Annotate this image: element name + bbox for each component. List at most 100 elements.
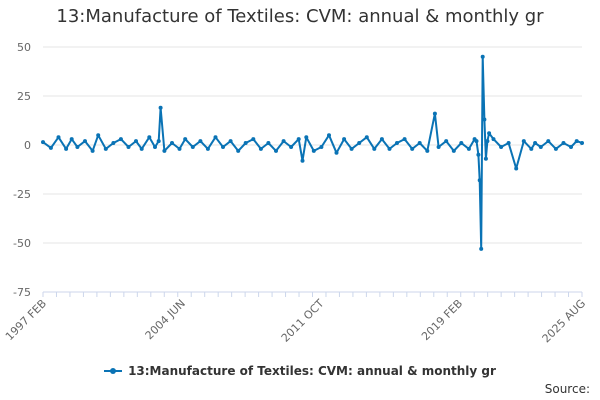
y-tick-label: 0	[24, 139, 31, 152]
data-point[interactable]	[258, 146, 263, 151]
source-label: Source:	[544, 382, 590, 396]
data-point[interactable]	[126, 145, 131, 149]
data-point[interactable]	[432, 111, 437, 116]
data-point[interactable]	[436, 145, 441, 149]
data-point[interactable]	[402, 137, 407, 142]
data-point[interactable]	[327, 133, 331, 138]
data-point[interactable]	[41, 140, 45, 145]
x-tick-label: 1997 FEB	[3, 297, 49, 343]
data-point[interactable]	[425, 148, 430, 153]
legend-line-marker-icon	[104, 366, 123, 376]
data-point[interactable]	[296, 137, 301, 142]
data-point[interactable]	[228, 139, 233, 144]
data-point[interactable]	[75, 145, 80, 149]
data-point[interactable]	[372, 146, 377, 151]
data-point[interactable]	[529, 146, 534, 151]
data-point[interactable]	[156, 139, 161, 144]
data-point[interactable]	[476, 152, 481, 157]
data-point[interactable]	[158, 105, 163, 110]
data-point[interactable]	[153, 145, 157, 149]
data-point[interactable]	[483, 156, 488, 161]
data-point[interactable]	[69, 137, 74, 142]
y-tick-label: -75	[13, 286, 31, 299]
data-point[interactable]	[64, 146, 69, 151]
data-point[interactable]	[221, 145, 225, 149]
x-tick-label: 2025 AUG	[540, 297, 589, 346]
data-point[interactable]	[349, 146, 354, 151]
data-point[interactable]	[162, 148, 167, 153]
data-point[interactable]	[281, 139, 286, 144]
data-point[interactable]	[553, 146, 558, 151]
data-point[interactable]	[243, 141, 248, 145]
data-point[interactable]	[183, 137, 188, 142]
data-point[interactable]	[459, 141, 464, 145]
data-point[interactable]	[311, 148, 316, 153]
data-point[interactable]	[177, 146, 182, 151]
data-point[interactable]	[538, 145, 543, 149]
data-point[interactable]	[569, 145, 573, 149]
data-point[interactable]	[580, 141, 584, 145]
data-point[interactable]	[56, 135, 61, 140]
data-point[interactable]	[395, 141, 399, 145]
data-point[interactable]	[491, 137, 496, 142]
data-point[interactable]	[334, 150, 339, 155]
data-point[interactable]	[444, 139, 449, 144]
data-point[interactable]	[300, 158, 305, 163]
data-point[interactable]	[134, 139, 138, 144]
data-point[interactable]	[487, 131, 492, 136]
data-point[interactable]	[466, 146, 471, 151]
data-point[interactable]	[379, 137, 384, 142]
data-point[interactable]	[561, 141, 566, 145]
data-point[interactable]	[213, 135, 218, 140]
data-point[interactable]	[451, 148, 456, 153]
data-point[interactable]	[205, 146, 210, 151]
data-point[interactable]	[533, 141, 538, 145]
data-point[interactable]	[506, 141, 511, 145]
data-point[interactable]	[90, 148, 95, 153]
data-point[interactable]	[387, 146, 392, 151]
legend[interactable]: 13:Manufacture of Textiles: CVM: annual …	[0, 364, 600, 379]
data-point[interactable]	[357, 141, 362, 145]
data-point[interactable]	[485, 139, 490, 144]
data-point[interactable]	[236, 148, 241, 153]
data-point[interactable]	[521, 139, 526, 144]
data-point[interactable]	[190, 145, 195, 149]
data-point[interactable]	[96, 133, 101, 138]
data-point[interactable]	[410, 146, 415, 151]
data-point[interactable]	[274, 148, 278, 153]
data-point[interactable]	[477, 178, 482, 183]
data-point[interactable]	[474, 139, 479, 144]
data-point[interactable]	[103, 146, 108, 151]
data-point[interactable]	[482, 117, 487, 122]
data-point[interactable]	[480, 54, 485, 59]
data-point[interactable]	[479, 246, 484, 251]
data-point[interactable]	[83, 139, 87, 144]
legend-item[interactable]: 13:Manufacture of Textiles: CVM: annual …	[104, 364, 496, 378]
data-point[interactable]	[147, 135, 152, 140]
series-layer	[41, 54, 584, 251]
data-point[interactable]	[139, 146, 144, 151]
data-point[interactable]	[319, 145, 324, 149]
data-point[interactable]	[198, 139, 203, 144]
data-point[interactable]	[170, 141, 174, 145]
data-point[interactable]	[111, 141, 116, 145]
data-point[interactable]	[48, 145, 53, 150]
x-axis	[42, 291, 583, 297]
series-line[interactable]	[42, 55, 583, 250]
data-point[interactable]	[289, 145, 294, 149]
data-point[interactable]	[251, 137, 256, 142]
data-point[interactable]	[304, 135, 309, 140]
data-point[interactable]	[574, 139, 579, 144]
data-point[interactable]	[342, 137, 347, 142]
data-point[interactable]	[266, 141, 271, 145]
data-point[interactable]	[364, 135, 369, 140]
data-point[interactable]	[417, 141, 422, 145]
data-point[interactable]	[514, 166, 519, 171]
grid-lines	[43, 46, 582, 293]
x-tick-label: 2004 JUN	[143, 297, 188, 342]
y-axis-labels: -75 -50 -25 0 25 50	[13, 41, 31, 299]
data-point[interactable]	[546, 139, 551, 144]
data-point[interactable]	[499, 145, 504, 149]
data-point[interactable]	[118, 137, 123, 142]
